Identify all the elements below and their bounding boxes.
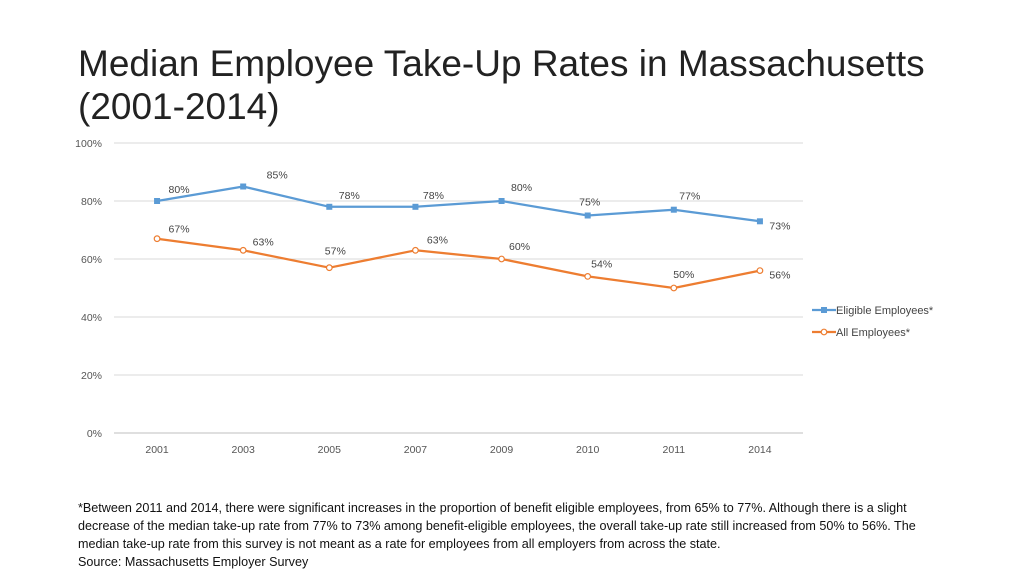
data-point: [756, 267, 764, 275]
series-line-eligible: [156, 185, 761, 223]
data-label: 54%: [591, 258, 612, 270]
data-label: 80%: [511, 182, 532, 194]
page-title: Median Employee Take-Up Rates in Massach…: [78, 43, 925, 127]
x-tick-label: 2007: [404, 444, 428, 456]
data-label: 63%: [427, 234, 448, 246]
data-point: [412, 203, 419, 210]
data-label: 63%: [253, 236, 274, 248]
data-point: [584, 212, 591, 219]
x-tick-label: 2009: [490, 444, 514, 456]
y-tick-label: 60%: [81, 254, 102, 266]
data-label: 78%: [423, 190, 444, 202]
data-point: [670, 284, 678, 292]
x-tick-label: 2003: [232, 444, 256, 456]
data-point: [498, 255, 505, 263]
data-point: [239, 246, 247, 254]
data-point: [756, 218, 763, 225]
footnote: *Between 2011 and 2014, there were signi…: [78, 499, 958, 571]
data-label: 85%: [267, 170, 288, 182]
legend-label: All Employees*: [836, 327, 911, 339]
y-tick-label: 20%: [81, 370, 102, 382]
data-point: [240, 183, 247, 190]
data-point: [154, 198, 161, 204]
legend-marker: [821, 307, 827, 313]
x-tick-label: 2005: [318, 444, 342, 456]
legend-marker: [820, 328, 828, 336]
data-label: 50%: [673, 269, 694, 281]
data-label: 60%: [509, 241, 530, 253]
footnote-text: *Between 2011 and 2014, there were signi…: [78, 501, 916, 551]
data-point: [325, 264, 333, 272]
y-tick-label: 40%: [81, 312, 102, 324]
data-label: 67%: [169, 224, 190, 236]
data-label: 80%: [169, 184, 190, 196]
data-label: 75%: [579, 197, 600, 209]
data-label: 78%: [339, 190, 360, 202]
data-point: [498, 198, 505, 204]
legend-label: Eligible Employees*: [836, 305, 934, 317]
data-point: [584, 273, 592, 280]
x-tick-label: 2011: [663, 444, 686, 456]
x-tick-label: 2001: [145, 444, 169, 456]
data-point: [153, 235, 161, 243]
x-tick-label: 2010: [576, 444, 600, 456]
data-point: [670, 206, 677, 213]
y-tick-label: 0%: [87, 428, 102, 440]
data-label: 57%: [325, 246, 346, 258]
data-label: 73%: [769, 220, 790, 232]
y-tick-label: 80%: [81, 196, 102, 208]
y-tick-label: 100%: [75, 138, 102, 150]
data-point: [412, 246, 419, 254]
data-label: 77%: [679, 191, 700, 203]
series-line-all: [156, 237, 761, 290]
data-label: 56%: [769, 270, 790, 282]
data-point: [326, 203, 333, 210]
footnote-source: Source: Massachusetts Employer Survey: [78, 555, 309, 569]
x-tick-label: 2014: [748, 444, 772, 456]
